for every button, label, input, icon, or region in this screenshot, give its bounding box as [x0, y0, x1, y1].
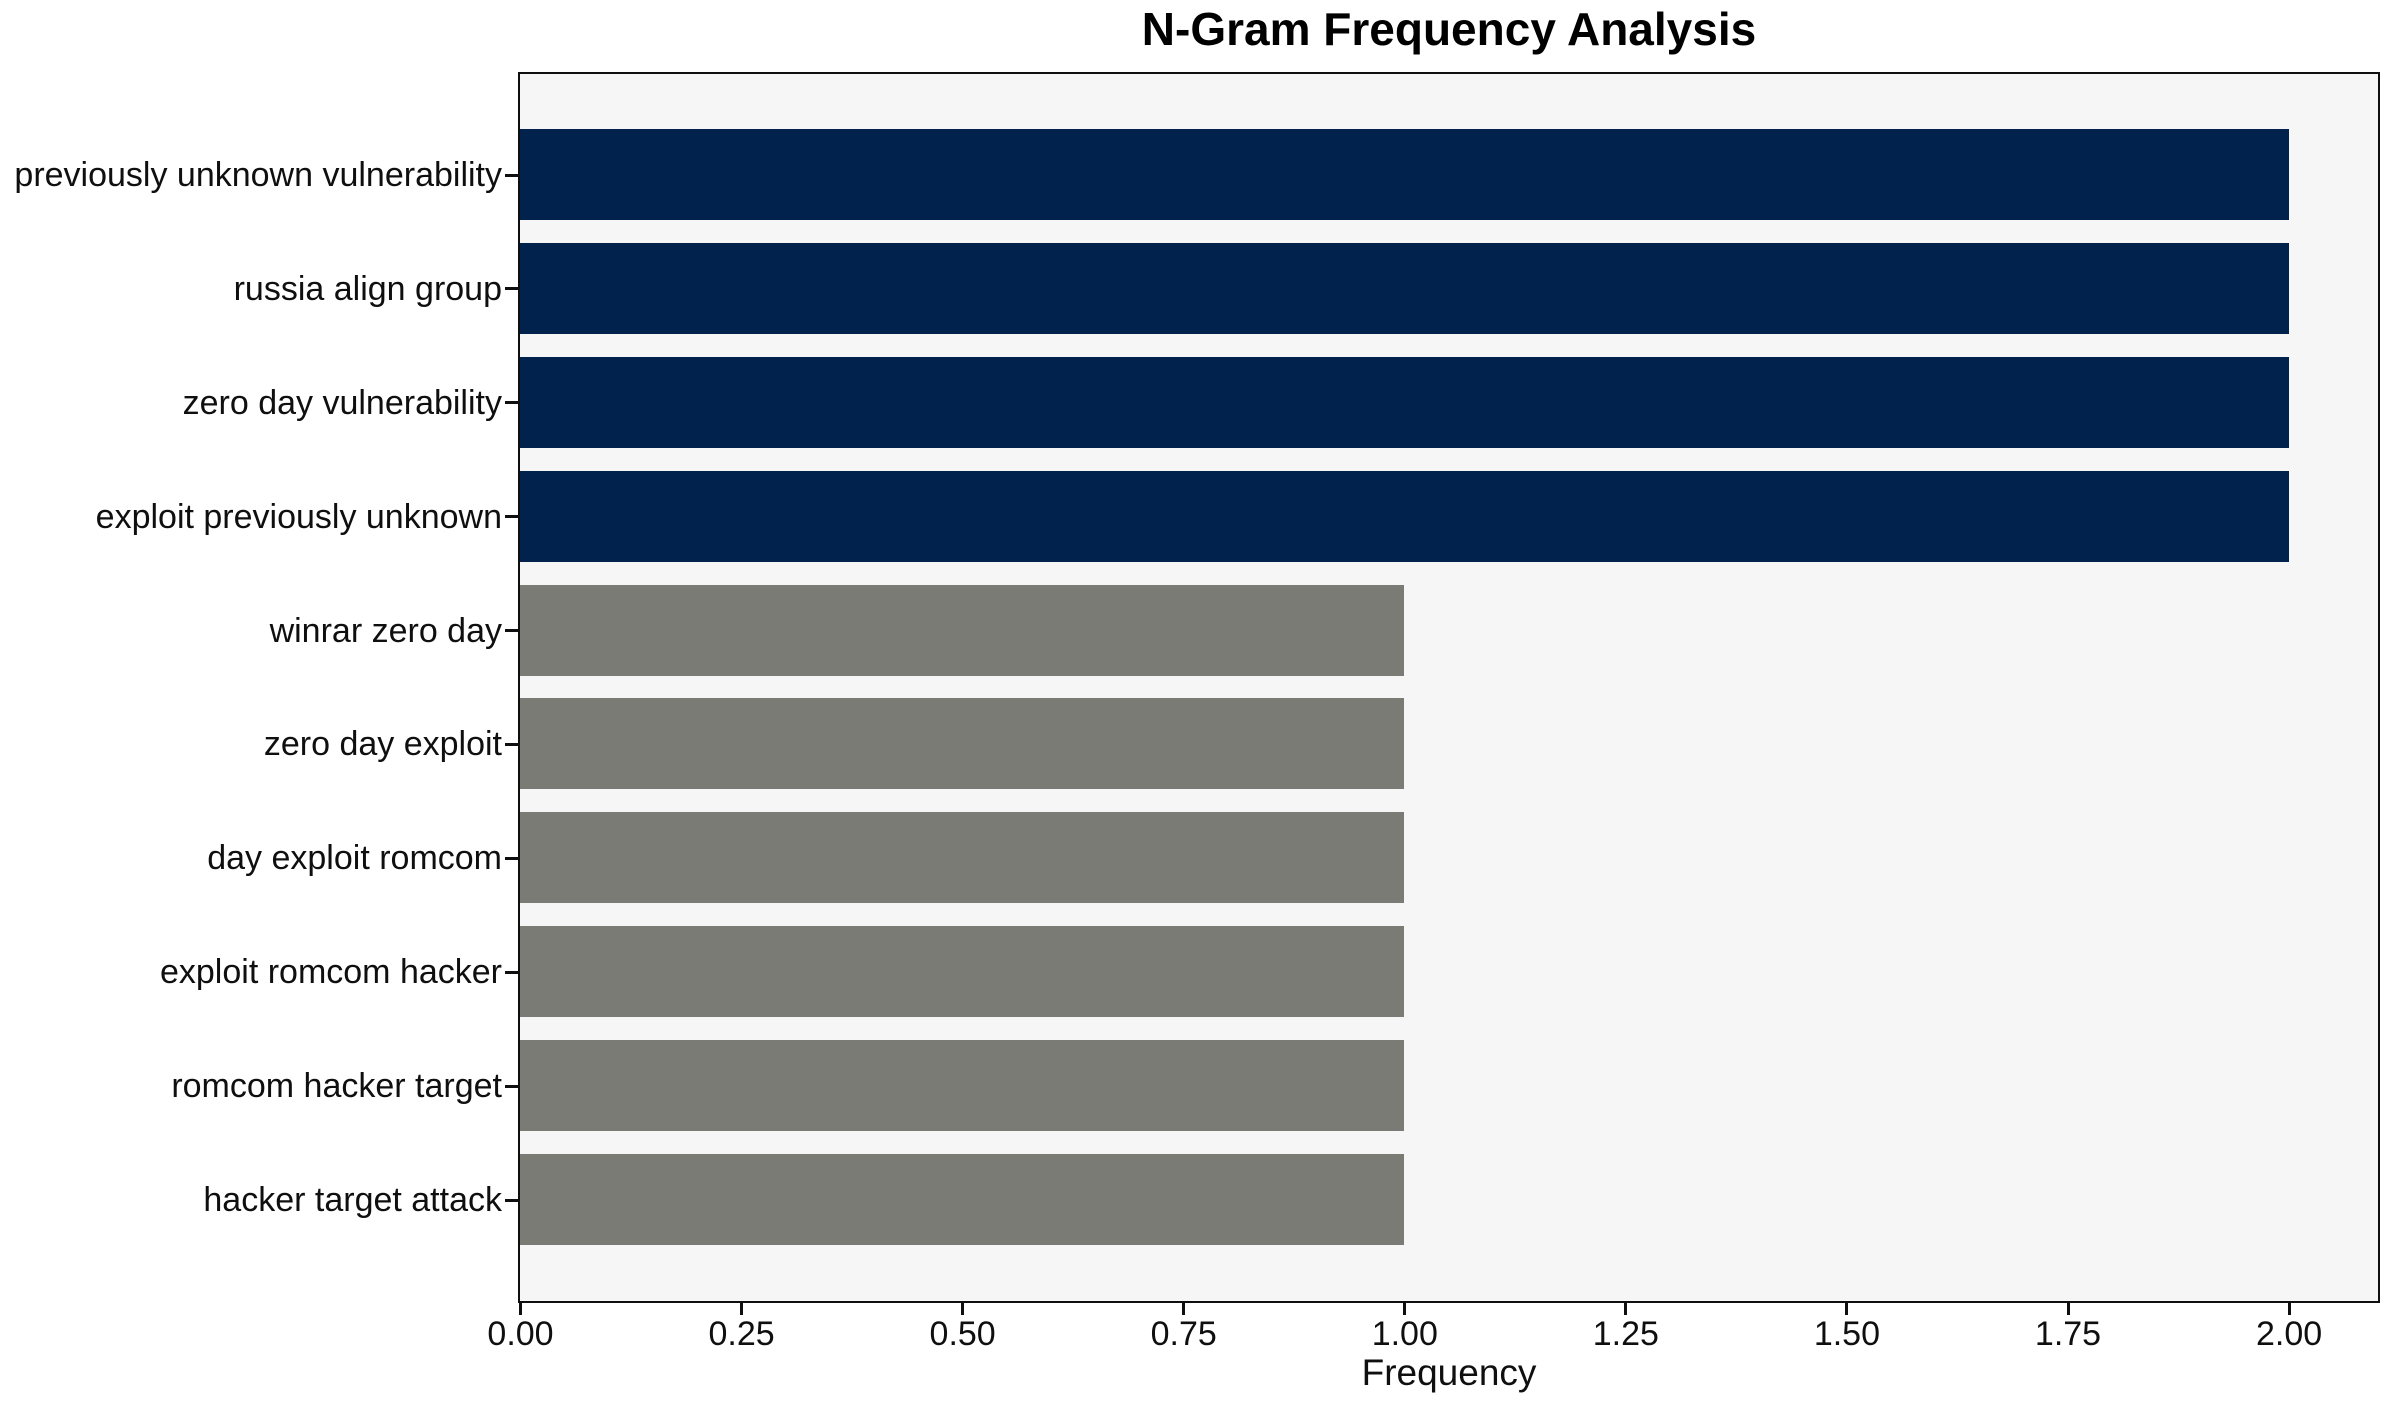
x-tick-label: 0.50 [929, 1315, 996, 1353]
bar [520, 356, 2289, 448]
x-tick-label: 0.75 [1150, 1315, 1217, 1353]
y-tick-mark [505, 515, 518, 519]
y-tick-label: hacker target attack [203, 1181, 502, 1219]
x-tick-label: 1.00 [1371, 1315, 1438, 1353]
y-tick-label: exploit romcom hacker [159, 953, 502, 992]
x-tick-mark [2287, 1303, 2291, 1315]
y-tick-label: zero day vulnerability [182, 383, 502, 422]
y-tick-mark [505, 1198, 518, 1202]
y-tick-label: zero day exploit [263, 725, 502, 764]
y-tick-label: winrar zero day [269, 611, 502, 650]
bar [520, 470, 2289, 562]
x-tick-mark [1403, 1303, 1407, 1315]
y-tick-label: exploit previously unknown [95, 497, 502, 536]
y-tick-mark [505, 401, 518, 405]
x-tick-mark [740, 1303, 744, 1315]
bar [520, 1040, 1405, 1132]
x-tick-label: 2.00 [2255, 1315, 2323, 1353]
x-tick-label: 1.50 [1813, 1315, 1881, 1353]
x-tick-mark [1624, 1303, 1628, 1315]
bar [520, 584, 1405, 676]
x-tick-mark [2066, 1303, 2070, 1315]
bar [520, 129, 2289, 220]
y-tick-label: day exploit romcom [207, 839, 502, 878]
y-tick-mark [505, 173, 518, 177]
bar [520, 926, 1405, 1018]
x-tick-mark [961, 1303, 965, 1315]
x-tick-label: 1.25 [1592, 1315, 1659, 1353]
y-tick-mark [505, 287, 518, 291]
x-tick-label: 1.75 [2034, 1315, 2102, 1353]
y-tick-label: russia align group [233, 269, 502, 308]
bar [520, 242, 2289, 334]
y-tick-mark [505, 970, 518, 974]
y-tick-mark [505, 1084, 518, 1088]
x-tick-mark [519, 1303, 522, 1315]
bar [520, 1154, 1405, 1245]
plot-area [518, 72, 2380, 1303]
chart-title: N-Gram Frequency Analysis [1141, 3, 1757, 55]
bar [520, 812, 1405, 904]
x-tick-mark [1182, 1303, 1186, 1315]
x-axis-label: Frequency [1361, 1352, 1537, 1393]
y-tick-mark [505, 629, 518, 633]
x-tick-label: 0.00 [487, 1315, 554, 1353]
bar [520, 698, 1405, 790]
y-tick-mark [505, 856, 518, 860]
y-tick-label: romcom hacker target [171, 1067, 502, 1106]
x-tick-label: 0.25 [708, 1315, 775, 1353]
y-tick-label: previously unknown vulnerability [14, 156, 502, 194]
y-tick-mark [505, 742, 518, 746]
x-tick-mark [1845, 1303, 1849, 1315]
